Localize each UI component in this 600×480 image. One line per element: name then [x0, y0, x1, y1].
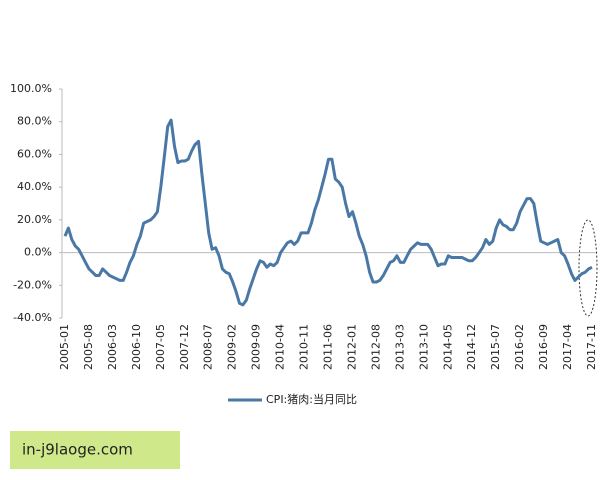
x-tick-label: 2014-05 [441, 324, 454, 370]
x-tick-label: 2006-03 [106, 324, 119, 370]
y-tick-label: -20.0% [13, 278, 52, 291]
y-tick-label: 60.0% [17, 147, 52, 160]
x-tick-label: 2010-04 [274, 324, 287, 370]
x-tick-label: 2017-11 [585, 324, 598, 370]
x-tick-label: 2005-08 [82, 324, 95, 370]
x-tick-label: 2009-02 [226, 324, 239, 370]
watermark-box [10, 431, 180, 469]
x-tick-label: 2012-01 [345, 324, 358, 370]
x-tick-label: 2013-03 [393, 324, 406, 370]
y-tick-label: 100.0% [10, 82, 52, 95]
x-tick-label: 2013-10 [417, 324, 430, 370]
x-tick-label: 2016-09 [537, 324, 550, 370]
legend-label: CPI:猪肉:当月同比 [266, 392, 357, 406]
x-tick-label: 2016-02 [513, 324, 526, 370]
y-tick-label: 80.0% [17, 115, 52, 128]
x-tick-label: 2014-12 [465, 324, 478, 370]
series-line [63, 118, 593, 307]
y-tick-label: 40.0% [17, 180, 52, 193]
x-tick-label: 2005-01 [58, 324, 71, 370]
highlight-ellipse [578, 219, 598, 317]
x-tick-label: 2009-09 [250, 324, 263, 370]
y-tick-label: -40.0% [13, 311, 52, 324]
x-tick-label: 2006-10 [130, 324, 143, 370]
y-tick-label: 0.0% [24, 246, 52, 259]
x-tick-label: 2012-08 [369, 324, 382, 370]
x-tick-label: 2015-07 [489, 324, 502, 370]
x-tick-label: 2010-11 [298, 324, 311, 370]
x-tick-label: 2008-07 [202, 324, 215, 370]
watermark: in-j9laoge.com [22, 441, 133, 459]
x-tick-label: 2007-12 [178, 324, 191, 370]
y-tick-label: 20.0% [17, 213, 52, 226]
x-tick-label: 2017-04 [561, 324, 574, 370]
x-tick-label: 2011-06 [322, 324, 335, 370]
x-tick-label: 2007-05 [154, 324, 167, 370]
